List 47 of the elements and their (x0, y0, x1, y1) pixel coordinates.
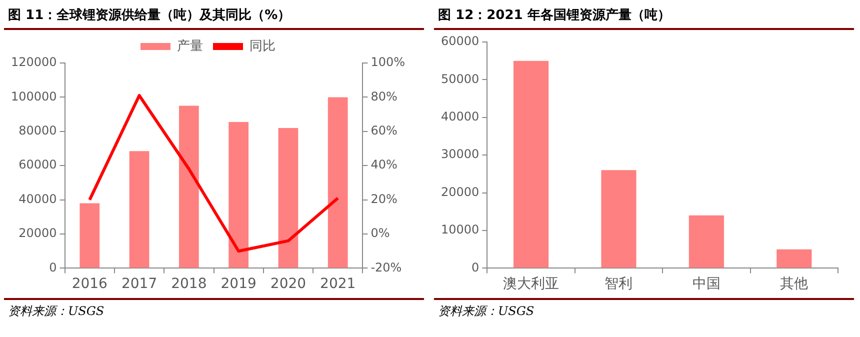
y2-tick-label: 80% (370, 89, 398, 104)
x-tick-label: 2017 (121, 276, 158, 292)
y2-tick-label: 100% (370, 55, 406, 70)
chart-title: 图 11：全球锂资源供给量（吨）及其同比（%） (4, 0, 424, 30)
y-tick-label: 50000 (440, 72, 480, 86)
x-tick-label: 其他 (780, 276, 808, 292)
x-tick-label: 2019 (220, 276, 256, 292)
y-tick-label: 60000 (440, 34, 480, 48)
chart-title: 图 12：2021 年各国锂资源产量（吨） (434, 0, 854, 30)
y2-tick-label: 60% (370, 124, 398, 138)
text: 资料来源：USGS (434, 298, 854, 323)
x-tick-label: 2018 (171, 276, 207, 292)
y2-tick-label: 20% (370, 192, 398, 206)
y-tick-label: 80000 (18, 124, 57, 138)
y-tick-label: 0 (472, 260, 480, 274)
y-tick-label: 40000 (18, 192, 57, 206)
y-tick-label: 30000 (440, 147, 480, 162)
y2-tick-label: 0% (370, 226, 390, 240)
x-tick-label: 澳大利亚 (503, 276, 560, 292)
x-tick-label: 智利 (604, 276, 633, 292)
legend-label: 产量 (177, 38, 203, 54)
bar (328, 97, 348, 268)
y-tick-label: 20000 (18, 226, 57, 240)
bar (179, 106, 199, 268)
y-tick-label: 60000 (18, 158, 57, 172)
y-tick-label: 0 (49, 260, 57, 274)
legend-label: 同比 (250, 38, 276, 54)
x-tick-label: 2021 (320, 276, 356, 292)
bar (80, 203, 100, 268)
y-tick-label: 10000 (440, 222, 480, 237)
bar (228, 122, 249, 268)
x-tick-label: 中国 (692, 276, 720, 292)
bar (776, 249, 812, 268)
y2-tick-label: -20% (370, 260, 402, 274)
y-tick-label: 40000 (440, 110, 480, 124)
bar (278, 128, 298, 268)
x-tick-label: 2016 (72, 276, 108, 292)
y-tick-label: 120000 (10, 55, 57, 70)
y-tick-label: 20000 (440, 184, 480, 199)
text: 资料来源：USGS (4, 298, 424, 323)
y-tick-label: 100000 (10, 89, 57, 104)
bar (513, 60, 549, 268)
bar (129, 151, 150, 268)
x-tick-label: 2020 (270, 276, 306, 292)
bar (688, 215, 724, 268)
bar (601, 170, 636, 268)
y2-tick-label: 40% (370, 158, 398, 172)
